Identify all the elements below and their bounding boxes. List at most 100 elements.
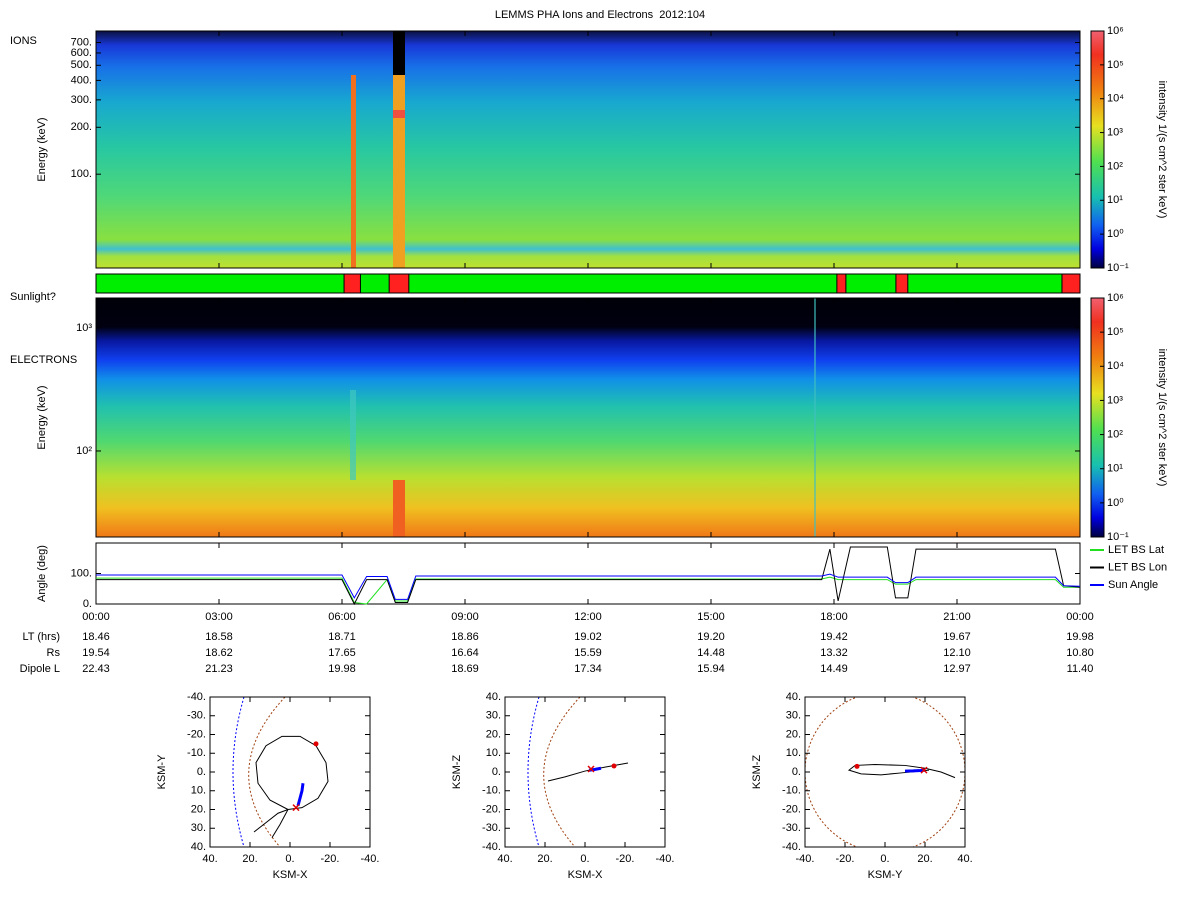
sunlit-band (95, 273, 1081, 294)
x-tick-label: 40. (957, 853, 972, 865)
ephemeris-value: 22.43 (82, 663, 110, 675)
y-tick-label: 600. (71, 47, 92, 59)
x-tick-label: 00:00 (82, 611, 110, 623)
x-tick-label: 12:00 (574, 611, 602, 623)
plot-frame (209, 696, 371, 848)
y-axis-label: KSM-Z (451, 755, 463, 790)
figure-title: LEMMS PHA Ions and Electrons 2012:104 (495, 9, 705, 21)
ephemeris-label: Rs (47, 647, 61, 659)
x-tick-label: 20. (917, 853, 932, 865)
y-tick-label: -10. (187, 747, 206, 759)
ephemeris-value: 14.49 (820, 663, 848, 675)
ion-feature (393, 110, 405, 118)
colorbar-label: intensity 1/(s cm^2 ster keV) (1156, 349, 1168, 487)
shadow-segment (895, 273, 909, 294)
y-tick-label: 0. (492, 766, 501, 778)
colorbar-tick-label: 10⁰ (1107, 497, 1124, 509)
colorbar (1090, 30, 1105, 269)
x-tick-label: -20. (836, 853, 855, 865)
colorbar-tick-label: 10¹ (1107, 463, 1123, 475)
ion-feature (351, 75, 356, 268)
y-tick-label: 10. (786, 747, 801, 759)
ephemeris-label: LT (hrs) (23, 631, 61, 643)
y-axis-label: Energy (keV) (36, 385, 48, 449)
electron-feature (393, 480, 405, 537)
colorbar-tick-label: 10⁵ (1107, 59, 1124, 71)
y-tick-label: -10. (482, 785, 501, 797)
ephemeris-value: 16.64 (451, 647, 479, 659)
y-tick-label: 0. (83, 598, 92, 610)
panel-label: Sunlight? (10, 291, 56, 303)
y-tick-label: -20. (482, 803, 501, 815)
y-tick-label: 0. (792, 766, 801, 778)
marker (854, 763, 860, 769)
x-tick-label: 15:00 (697, 611, 725, 623)
model-boundaries (232, 696, 965, 848)
colorbar-tick-label: 10⁵ (1107, 326, 1124, 338)
y-tick-label: 40. (191, 841, 206, 853)
ephemeris-value: 15.94 (697, 663, 725, 675)
magnetopause (248, 696, 286, 848)
ephemeris-value: 19.20 (697, 631, 725, 643)
y-tick-label: 500. (71, 59, 92, 71)
y-tick-label: 200. (71, 121, 92, 133)
colorbar-tick-label: 10⁴ (1107, 93, 1124, 105)
y-tick-label: 400. (71, 74, 92, 86)
x-tick-label: 40. (497, 853, 512, 865)
y-tick-label: -40. (782, 841, 801, 853)
colorbar-tick-label: 10⁶ (1107, 292, 1124, 304)
x-tick-label: 06:00 (328, 611, 356, 623)
y-tick-label: 10² (76, 445, 92, 457)
series-line (96, 546, 1081, 606)
x-tick-label: 09:00 (451, 611, 479, 623)
y-tick-label: -20. (187, 728, 206, 740)
colorbar-tick-label: 10⁰ (1107, 228, 1124, 240)
y-tick-label: -40. (187, 691, 206, 703)
colorbar-tick-label: 10³ (1107, 394, 1123, 406)
ephemeris-value: 18.46 (82, 631, 110, 643)
colorbar-tick-label: 10⁴ (1107, 360, 1124, 372)
shadow-segment (1061, 273, 1081, 294)
shadow-segment (343, 273, 361, 294)
panel-label: ELECTRONS (10, 354, 77, 366)
ephemeris-value: 18.58 (205, 631, 233, 643)
colorbar-tick-label: 10⁻¹ (1107, 531, 1129, 543)
series-line (96, 576, 1080, 605)
ephemeris-value: 19.42 (820, 631, 848, 643)
ephemeris-value: 18.62 (205, 647, 233, 659)
x-tick-label: 0. (285, 853, 294, 865)
electron-feature (814, 298, 816, 537)
series-line (904, 768, 926, 773)
bow-shock (527, 696, 540, 848)
ephemeris-value: 19.54 (82, 647, 110, 659)
ephemeris-value: 18.71 (328, 631, 356, 643)
colorbar-tick-label: 10¹ (1107, 194, 1123, 206)
y-axis-label: KSM-Z (751, 755, 763, 790)
marker (611, 763, 617, 769)
ephemeris-value: 12.10 (943, 647, 971, 659)
marker (292, 804, 300, 812)
series-line (253, 735, 329, 838)
x-tick-label: 20. (242, 853, 257, 865)
x-tick-label: 0. (580, 853, 589, 865)
y-tick-label: 100. (71, 567, 92, 579)
ephemeris-value: 19.98 (1066, 631, 1094, 643)
ion-feature (393, 31, 405, 76)
x-tick-label: 0. (880, 853, 889, 865)
y-axis-label: Angle (deg) (36, 545, 48, 602)
ion-feature (393, 75, 405, 268)
ephemeris-value: 21.23 (205, 663, 233, 675)
bow-shock (232, 696, 245, 848)
y-tick-label: 100. (71, 168, 92, 180)
ephemeris-value: 11.40 (1067, 663, 1094, 675)
y-tick-label: 10³ (76, 322, 92, 334)
legend-label: LET BS Lon (1108, 561, 1167, 573)
x-tick-label: 20. (537, 853, 552, 865)
y-axis-label: KSM-Y (156, 754, 168, 790)
colorbar-tick-label: 10⁶ (1107, 25, 1124, 37)
ephemeris-value: 18.86 (451, 631, 479, 643)
magnetopause (543, 696, 581, 848)
y-tick-label: -30. (482, 822, 501, 834)
